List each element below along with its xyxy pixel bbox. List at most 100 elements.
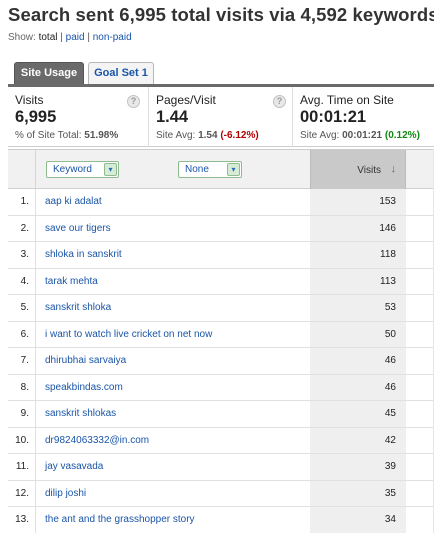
tab-goal-set-1[interactable]: Goal Set 1 xyxy=(88,62,154,84)
visits-value: 39 xyxy=(310,454,406,480)
visits-value: 46 xyxy=(310,348,406,374)
visits-value: 153 xyxy=(310,189,406,215)
segment-filter: Show: total | paid | non-paid xyxy=(8,32,132,43)
metric-avg-time-on-site: Avg. Time on Site 00:01:21 Site Avg: 00:… xyxy=(293,87,434,147)
keyword-link[interactable]: shloka in sanskrit xyxy=(45,249,122,260)
table-row: 7. dhirubhai sarvaiya 46 xyxy=(8,348,434,375)
row-number: 13. xyxy=(8,507,36,533)
row-number: 9. xyxy=(8,401,36,427)
separator: | xyxy=(60,32,63,43)
comparison-value: 00:01:21 xyxy=(342,130,383,141)
show-label: Show: xyxy=(8,32,36,43)
row-number: 11. xyxy=(8,454,36,480)
metric-visits: Visits ? 6,995 % of Site Total: 51.98% xyxy=(8,87,149,147)
row-number: 10. xyxy=(8,427,36,453)
chevron-down-icon[interactable]: ▾ xyxy=(227,163,240,176)
sort-descending-icon: ↓ xyxy=(390,163,397,175)
row-number: 2. xyxy=(8,215,36,241)
row-number: 6. xyxy=(8,321,36,347)
keyword-link[interactable]: speakbindas.com xyxy=(45,381,123,393)
metric-label: Visits xyxy=(15,93,44,107)
table-row: 6. i want to watch live cricket on net no… xyxy=(8,321,434,348)
table-row: 13. the ant and the grasshopper story 34 xyxy=(8,507,434,533)
keyword-link[interactable]: aap ki adalat xyxy=(45,196,102,207)
row-number: 7. xyxy=(8,348,36,374)
metric-label: Pages/Visit xyxy=(156,93,216,107)
metric-comparison: Site Avg: 00:01:21 (0.12%) xyxy=(300,130,420,141)
keyword-link[interactable]: sanskrit shlokas xyxy=(45,408,117,419)
table-body: 1. aap ki adalat 153 2. save our tigers 146 3.… xyxy=(8,189,434,533)
metric-label: Avg. Time on Site xyxy=(300,93,394,107)
table-row: 12. dilip joshi 35 xyxy=(8,480,434,507)
delta-negative: (-6.12%) xyxy=(220,130,259,141)
filter-non-paid-link[interactable]: non-paid xyxy=(92,32,132,43)
keyword-link[interactable]: i want to watch live cricket on net now xyxy=(45,328,213,340)
row-number: 4. xyxy=(8,268,36,294)
help-icon[interactable]: ? xyxy=(127,95,140,108)
keyword-link[interactable]: dhirubhai sarvaiya xyxy=(45,355,127,366)
keyword-link[interactable]: jay vasavada xyxy=(45,461,104,472)
table-row: 8. speakbindas.com 46 xyxy=(8,374,434,401)
secondary-dimension-dropdown[interactable]: None ▾ xyxy=(178,161,242,178)
visits-header-label: Visits xyxy=(357,165,381,176)
delta-positive: (0.12%) xyxy=(384,130,420,141)
metric-comparison: Site Avg: 1.54 (-6.12%) xyxy=(156,130,259,141)
row-number: 3. xyxy=(8,242,36,268)
metric-pages-per-visit: Pages/Visit ? 1.44 Site Avg: 1.54 (-6.12… xyxy=(149,87,293,147)
row-number: 5. xyxy=(8,295,36,321)
comparison-label: Site Avg: xyxy=(156,130,199,141)
visits-value: 46 xyxy=(310,374,406,400)
metric-value: 00:01:21 xyxy=(300,108,367,126)
dropdown-value: Keyword xyxy=(53,164,92,175)
dimension-header: Keyword ▾ None ▾ xyxy=(36,150,310,189)
comparison-value: 1.54 xyxy=(198,130,218,141)
table-row: 11. jay vasavada 39 xyxy=(8,454,434,481)
visits-value: 113 xyxy=(310,268,406,294)
visits-value: 42 xyxy=(310,427,406,453)
visits-value: 53 xyxy=(310,295,406,321)
metric-comparison: % of Site Total: 51.98% xyxy=(15,130,118,141)
row-number-header xyxy=(8,150,36,189)
dropdown-value: None xyxy=(185,164,209,175)
table-row: 2. save our tigers 146 xyxy=(8,215,434,242)
row-number: 1. xyxy=(8,189,36,215)
table-row: 5. sanskrit shloka 53 xyxy=(8,295,434,322)
separator: | xyxy=(87,32,90,43)
table-row: 3. shloka in sanskrit 118 xyxy=(8,242,434,269)
keyword-link[interactable]: the ant and the grasshopper story xyxy=(45,514,195,525)
keyword-link[interactable]: dr9824063332@in.com xyxy=(45,434,150,446)
tab-divider xyxy=(8,84,434,87)
keyword-link[interactable]: save our tigers xyxy=(45,222,111,234)
comparison-value: 51.98% xyxy=(84,130,119,141)
metric-value: 1.44 xyxy=(156,108,189,126)
table-row: 10. dr9824063332@in.com 42 xyxy=(8,427,434,454)
visits-value: 35 xyxy=(310,480,406,506)
chevron-down-icon[interactable]: ▾ xyxy=(104,163,117,176)
visits-value: 50 xyxy=(310,321,406,347)
primary-dimension-dropdown[interactable]: Keyword ▾ xyxy=(46,161,119,178)
table-row: 9. sanskrit shlokas 45 xyxy=(8,401,434,428)
metrics-summary: Visits ? 6,995 % of Site Total: 51.98% P… xyxy=(8,87,434,147)
metric-value: 6,995 xyxy=(15,108,57,126)
visits-value: 34 xyxy=(310,507,406,533)
tab-site-usage[interactable]: Site Usage xyxy=(14,62,84,84)
comparison-label: % of Site Total: xyxy=(15,130,85,141)
visits-column-header[interactable]: Visits ↓ xyxy=(310,150,406,189)
visits-value: 118 xyxy=(310,242,406,268)
keyword-link[interactable]: sanskrit shloka xyxy=(45,302,112,313)
keyword-table: Keyword ▾ None ▾ Visits ↓ 1. aap ki adala… xyxy=(8,149,434,533)
row-number: 8. xyxy=(8,374,36,400)
visits-value: 45 xyxy=(310,401,406,427)
row-number: 12. xyxy=(8,480,36,506)
table-row: 1. aap ki adalat 153 xyxy=(8,189,434,216)
comparison-label: Site Avg: xyxy=(300,130,343,141)
visits-value: 146 xyxy=(310,215,406,241)
page-title: Search sent 6,995 total visits via 4,592… xyxy=(8,4,434,25)
table-row: 4. tarak mehta 113 xyxy=(8,268,434,295)
filter-paid-link[interactable]: paid xyxy=(65,32,85,43)
table-header: Keyword ▾ None ▾ Visits ↓ xyxy=(8,150,434,189)
help-icon[interactable]: ? xyxy=(273,95,286,108)
filter-total-link[interactable]: total xyxy=(38,32,58,43)
keyword-link[interactable]: tarak mehta xyxy=(45,275,98,287)
keyword-link[interactable]: dilip joshi xyxy=(45,487,87,499)
